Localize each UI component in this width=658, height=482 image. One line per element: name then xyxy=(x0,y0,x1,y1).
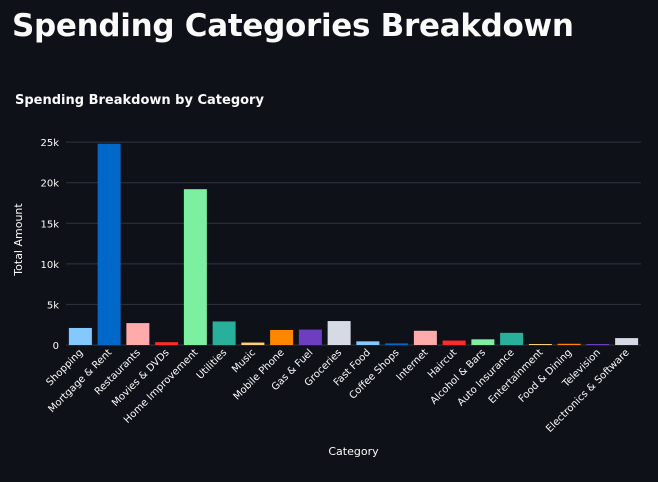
chart-title: Spending Breakdown by Category xyxy=(15,93,264,108)
bar-haircut[interactable] xyxy=(442,340,466,345)
bar-alcohol-bars[interactable] xyxy=(471,339,495,345)
y-axis-label: Total Amount xyxy=(12,203,25,277)
y-axis-ticks: 0 5k 10k 15k 20k 25k xyxy=(40,138,59,352)
bar-utilities[interactable] xyxy=(212,321,236,345)
bar-internet[interactable] xyxy=(413,330,437,345)
gridlines xyxy=(66,141,641,346)
bar-chart: Spending Breakdown by Category 0 5k 10k 15k… xyxy=(12,93,641,458)
bar-music[interactable] xyxy=(241,342,265,345)
bar-restaurants[interactable] xyxy=(126,323,150,345)
bar-shopping[interactable] xyxy=(68,327,92,345)
bar-groceries[interactable] xyxy=(327,321,351,345)
chart-container: Spending Breakdown by Category 0 5k 10k 15k… xyxy=(0,78,658,478)
y-tick-label: 0 xyxy=(53,341,59,352)
x-tick-label: Utilities xyxy=(195,347,229,381)
bar-home-improvement[interactable] xyxy=(183,189,207,345)
x-tick-label: Coffee Shops xyxy=(347,347,401,401)
x-tick-label: Internet xyxy=(395,347,431,383)
bar-mobile-phone[interactable] xyxy=(270,329,294,345)
page-title: Spending Categories Breakdown xyxy=(12,8,574,44)
bar-gas-fuel[interactable] xyxy=(298,329,322,345)
bar-fast-food[interactable] xyxy=(356,341,380,345)
bar-auto-insurance[interactable] xyxy=(500,332,524,345)
y-tick-label: 15k xyxy=(40,219,59,230)
x-tick-label: Music xyxy=(230,347,258,375)
y-tick-label: 25k xyxy=(40,138,59,149)
bar-coffee-shops[interactable] xyxy=(385,343,409,345)
x-axis-label: Category xyxy=(328,445,379,458)
bar-mortgage-rent[interactable] xyxy=(97,143,121,345)
bar-movies-dvds[interactable] xyxy=(155,342,179,345)
y-tick-label: 20k xyxy=(40,179,59,190)
bar-food-dining[interactable] xyxy=(557,343,581,345)
bars xyxy=(68,143,639,345)
bar-television[interactable] xyxy=(586,344,610,345)
y-tick-label: 10k xyxy=(40,260,59,271)
bar-electronics-software[interactable] xyxy=(615,338,639,345)
x-tick-label: Mobile Phone xyxy=(232,347,287,402)
bar-entertainment[interactable] xyxy=(528,344,552,345)
y-tick-label: 5k xyxy=(47,300,59,311)
